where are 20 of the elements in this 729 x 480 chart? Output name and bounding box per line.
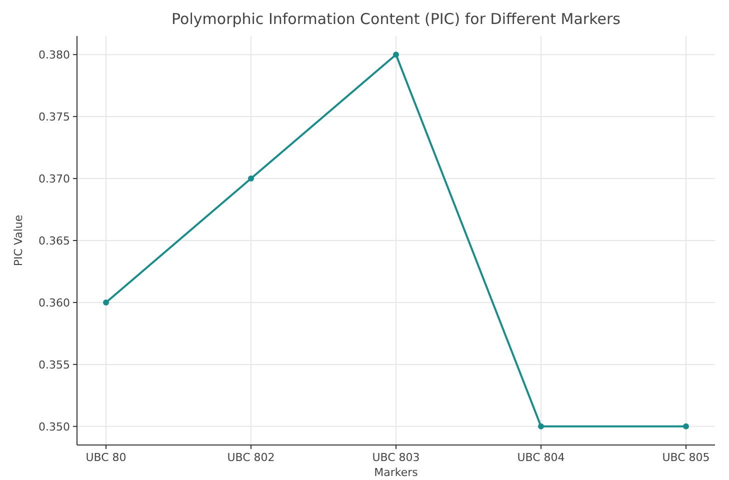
chart-title: Polymorphic Information Content (PIC) for Different Markers xyxy=(172,10,621,28)
point xyxy=(683,423,689,430)
y-tick-label: 0.360 xyxy=(38,296,70,310)
y-tick-label: 0.355 xyxy=(38,358,70,372)
x-tick-label: UBC 804 xyxy=(517,451,565,464)
x-tick-label: UBC 802 xyxy=(227,451,275,464)
y-axis-title: PIC Value xyxy=(12,214,25,266)
y-tick-label: 0.350 xyxy=(38,420,70,434)
y-tick-label: 0.365 xyxy=(38,234,70,248)
x-tick-label: UBC 803 xyxy=(372,451,420,464)
y-tick-label: 0.375 xyxy=(38,110,70,124)
point xyxy=(248,176,254,182)
point xyxy=(538,423,544,430)
point xyxy=(103,299,109,306)
x-tick-label: UBC 805 xyxy=(662,451,710,464)
y-tick-label: 0.370 xyxy=(38,172,70,186)
x-axis-title: Markers xyxy=(374,466,418,479)
y-tick-label: 0.380 xyxy=(38,48,70,62)
x-tick-label: UBC 80 xyxy=(86,451,126,464)
point xyxy=(393,52,399,58)
